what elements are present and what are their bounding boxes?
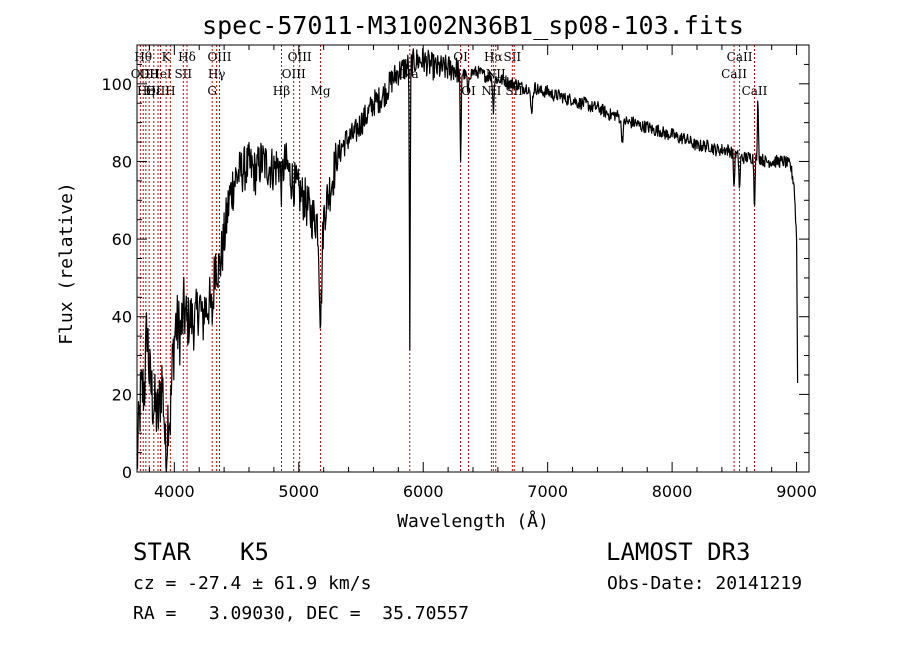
subclass-label: K5 <box>240 538 269 566</box>
coordinates-label: RA = 3.09030, DEC = 35.70557 <box>133 603 469 624</box>
spectral-line-label: OIII <box>288 50 312 64</box>
chart-title: spec-57011-M31002N36B1_sp08-103.fits <box>202 11 744 40</box>
spectral-line-label: NII <box>481 84 501 98</box>
object-class-label: STAR <box>133 538 191 566</box>
spectral-line-label: Hη <box>137 84 155 98</box>
x-tick-label: 6000 <box>403 482 444 501</box>
survey-label: LAMOST DR3 <box>606 538 751 566</box>
spectral-lines: OIIHθHηOIIHεOIIIHeIKHSIIHδGHγOIIIHβOIIIO… <box>131 45 768 472</box>
spectral-line-label: Mg <box>311 84 331 98</box>
spectral-line-label: OIII <box>146 84 170 98</box>
y-tick-label: 40 <box>112 308 132 327</box>
spectral-line-label: Hθ <box>134 50 152 64</box>
spectral-line-label: Hγ <box>208 67 226 81</box>
spectral-line-label: OIII <box>282 67 306 81</box>
obs-date-label: Obs-Date: 20141219 <box>607 573 803 594</box>
spectral-line-label: G <box>207 84 217 98</box>
x-tick-label: 4000 <box>154 482 195 501</box>
x-tick-label: 7000 <box>527 482 568 501</box>
spectral-line-label: K <box>162 50 172 64</box>
x-tick-label: 9000 <box>776 482 817 501</box>
spectral-line-label: SII <box>503 50 521 64</box>
spectral-line-label: Hα <box>484 50 503 64</box>
spectral-line-label: Hβ <box>273 84 290 98</box>
x-tick-label: 8000 <box>652 482 693 501</box>
spectral-line-label: Hδ <box>178 50 196 64</box>
spectral-line-label: OIII <box>207 50 231 64</box>
x-axis-label: Wavelength (Å) <box>397 510 549 532</box>
y-axis-label: Flux (relative) <box>56 182 77 345</box>
redshift-label: cz = -27.4 ± 61.9 km/s <box>133 573 372 594</box>
spectral-line-label: SII <box>174 67 192 81</box>
spectral-line-label: CaII <box>742 84 768 98</box>
y-tick-label: 80 <box>112 152 132 171</box>
spectral-line-label: CaII <box>721 67 747 81</box>
spectral-line-label: OI <box>453 50 468 64</box>
x-tick-label: 5000 <box>278 482 319 501</box>
y-tick-label: 0 <box>122 463 132 482</box>
y-tick-label: 60 <box>112 230 132 249</box>
spectral-line-label: H <box>165 84 175 98</box>
spectral-line-label: HeI <box>149 67 172 81</box>
plot-frame <box>136 44 810 473</box>
spectrum-line <box>136 48 799 473</box>
y-tick-label: 20 <box>112 385 132 404</box>
spectral-line-label: CaII <box>727 50 753 64</box>
y-tick-label: 100 <box>101 75 132 94</box>
